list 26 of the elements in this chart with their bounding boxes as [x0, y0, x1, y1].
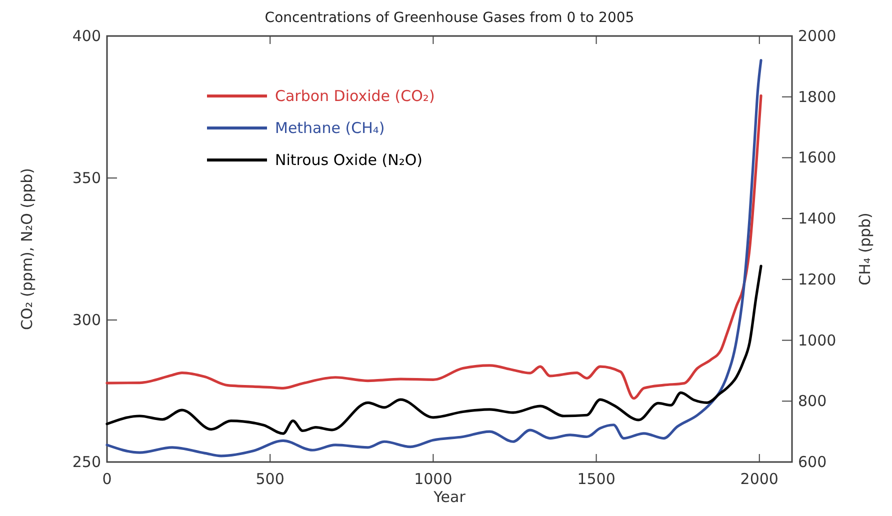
y-tick-label: 250	[72, 453, 101, 471]
y-tick-label: 400	[72, 27, 101, 45]
line-series	[106, 264, 762, 435]
x-tick-label: 1000	[414, 470, 452, 488]
y-tick-label: 300	[72, 311, 101, 329]
y2-tick-label: 2000	[798, 27, 836, 45]
line-series	[106, 59, 762, 458]
y2-tick-label: 1200	[798, 270, 836, 288]
legend-label: Carbon Dioxide (CO₂)	[275, 87, 435, 105]
chart-title: Concentrations of Greenhouse Gases from 0 to 2005	[264, 10, 634, 26]
y2-tick-label: 1800	[798, 88, 836, 106]
x-axis-title: Year	[432, 488, 466, 506]
y2-tick-label: 1600	[798, 148, 836, 167]
x-tick-label: 1500	[577, 470, 616, 488]
legend-label: Nitrous Oxide (N₂O)	[275, 151, 422, 169]
x-tick-label: 500	[256, 470, 284, 488]
y2-tick-label: 1400	[798, 210, 836, 228]
y2-axis-title: CH₄ (ppb)	[856, 212, 874, 286]
x-tick-label: 0	[102, 470, 112, 488]
x-tick-label: 2000	[740, 470, 778, 488]
legend-label: Methane (CH₄)	[275, 119, 385, 137]
y2-tick-label: 1000	[798, 331, 836, 350]
y2-tick-label: 800	[798, 392, 827, 410]
y-axis-title: CO₂ (ppm), N₂O (ppb)	[18, 168, 36, 330]
y-tick-label: 350	[72, 169, 101, 187]
y2-tick-label: 600	[798, 453, 827, 471]
